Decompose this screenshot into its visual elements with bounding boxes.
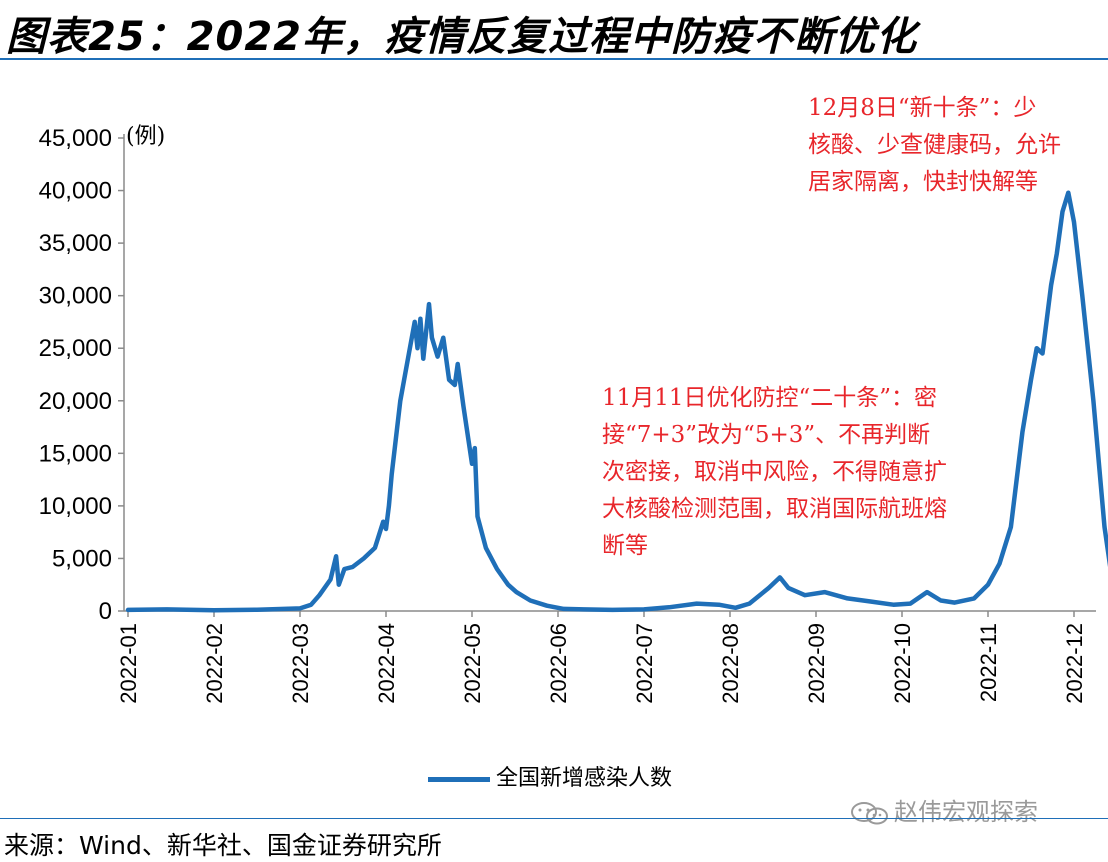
x-tick-label: 2022-07	[632, 623, 657, 704]
legend-label: 全国新增感染人数	[496, 766, 673, 791]
y-tick-label: 35,000	[39, 230, 112, 257]
y-tick-label: 40,000	[39, 178, 112, 205]
x-tick-label: 2022-05	[460, 623, 485, 704]
y-tick-label: 25,000	[39, 335, 112, 362]
title-divider	[0, 58, 1108, 60]
chart-title: 图表25：2022年，疫情反复过程中防疫不断优化	[6, 14, 917, 60]
annotation-line: 接“7+3”改为“5+3”、不再判断	[602, 422, 931, 448]
y-tick-label: 45,000	[39, 125, 112, 152]
watermark: 赵伟宏观探索	[850, 792, 1038, 827]
annotation-twenty-measures: 11月11日优化防控“二十条”：密 接“7+3”改为“5+3”、不再判断 次密接…	[602, 380, 947, 565]
y-tick-label: 20,000	[39, 388, 112, 415]
annotation-line: 断等	[602, 533, 648, 559]
y-axis: 0 5,000 10,000 15,000 20,000 25,000 30,000 35,0…	[39, 125, 125, 625]
annotation-line: 大核酸检测范围，取消国际航班熔	[602, 496, 947, 522]
x-tick-label: 2022-09	[804, 623, 829, 704]
x-tick-label: 2022-01	[116, 623, 141, 704]
source-divider	[0, 818, 1108, 819]
series-line-new-infections	[125, 190, 1108, 613]
y-tick-label: 30,000	[39, 283, 112, 310]
x-tick-label: 2022-06	[546, 623, 571, 704]
x-axis: 2022-01 2022-02 2022-03 2022-04 2022-05 2022-…	[116, 610, 1096, 704]
y-tick-label: 5,000	[52, 545, 112, 572]
annotation-line: 12月8日“新十条”：少	[808, 95, 1037, 121]
y-unit-label: (例)	[126, 124, 166, 149]
annotation-line: 居家隔离，快封快解等	[808, 169, 1038, 195]
wechat-icon	[851, 802, 888, 825]
annotation-line: 次密接，取消中风险，不得随意扩	[602, 459, 947, 485]
annotation-line: 核酸、少查健康码，允许	[808, 132, 1061, 158]
x-tick-label: 2022-11	[976, 623, 1001, 702]
y-tick-label: 0	[99, 598, 112, 625]
x-tick-label: 2022-02	[202, 623, 227, 704]
y-tick-label: 15,000	[39, 440, 112, 467]
annotation-new-ten-measures: 12月8日“新十条”：少 核酸、少查健康码，允许 居家隔离，快封快解等	[808, 90, 1061, 201]
legend: 全国新增感染人数	[428, 760, 672, 792]
watermark-text: 赵伟宏观探索	[894, 798, 1038, 826]
x-tick-label: 2022-03	[288, 623, 313, 704]
x-tick-label: 2022-08	[718, 623, 743, 704]
x-tick-label: 2022-04	[374, 623, 399, 704]
y-tick-label: 10,000	[39, 493, 112, 520]
source-note: 来源：Wind、新华社、国金证券研究所	[4, 831, 442, 860]
x-tick-label: 2022-12	[1062, 623, 1087, 704]
legend-swatch	[428, 776, 490, 782]
series-layer	[125, 190, 1108, 613]
x-tick-label: 2022-10	[890, 623, 915, 704]
annotation-line: 11月11日优化防控“二十条”：密	[602, 385, 938, 411]
